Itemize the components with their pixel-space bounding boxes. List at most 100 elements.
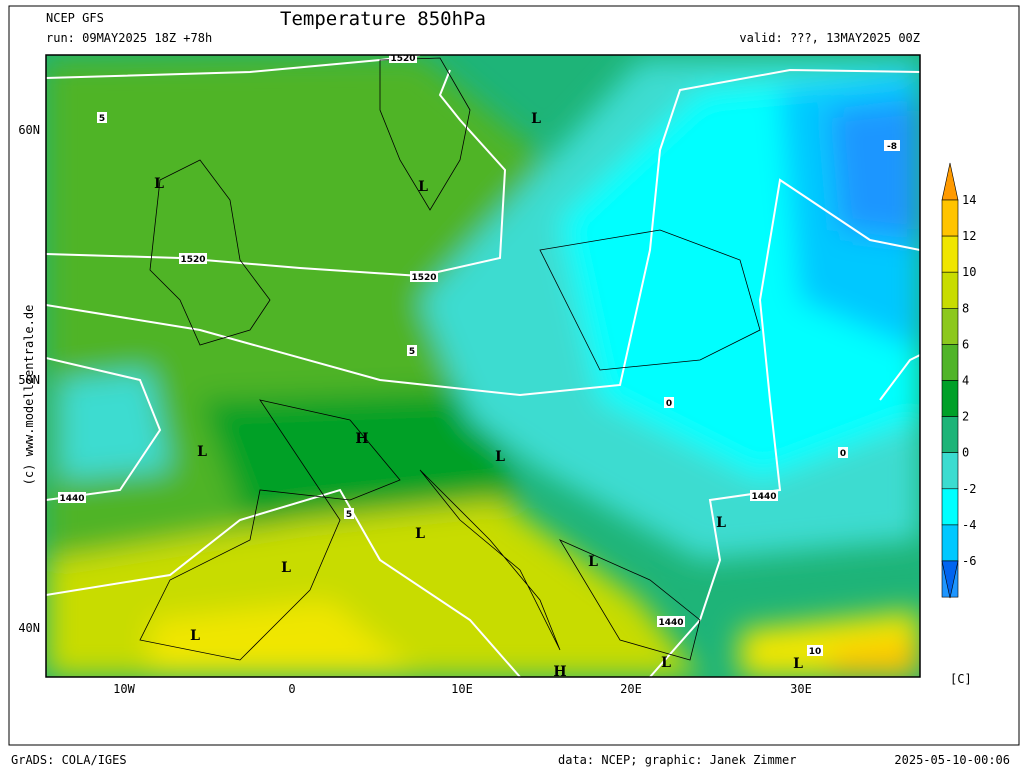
colorbar-label: 6 — [962, 337, 969, 351]
contour-label: -8 — [887, 142, 897, 152]
pressure-center: L — [661, 655, 671, 671]
colorbar-label: -4 — [962, 518, 976, 532]
label-box — [410, 271, 438, 282]
pressure-center: L — [531, 111, 541, 127]
contour-label: 1440 — [658, 618, 683, 628]
colorbar-unit: [C] — [950, 672, 972, 686]
label-box — [344, 508, 354, 519]
frame — [8, 5, 1020, 746]
label-box — [664, 397, 674, 408]
contour-label: 1520 — [411, 273, 436, 283]
pressure-center: L — [154, 176, 164, 192]
colorbar-segment — [941, 524, 959, 562]
contour-label: 1520 — [390, 54, 415, 64]
coast — [379, 57, 471, 211]
colorbar-segment — [941, 235, 959, 273]
contour-label: 1440 — [751, 492, 776, 502]
pressure-center: L — [418, 179, 428, 195]
label-box — [58, 492, 86, 503]
label-box — [807, 645, 823, 656]
map-border — [45, 54, 921, 678]
colorbar-label: 12 — [962, 229, 976, 243]
contour — [46, 69, 507, 278]
lat-label: 60N — [18, 123, 40, 137]
colorbar-label: 4 — [962, 374, 969, 388]
colorbar-label: -6 — [962, 554, 976, 568]
footer-right: 2025-05-10-00:06 — [894, 753, 1010, 767]
colorbar-tip — [941, 560, 959, 599]
lat-label: 50N — [18, 373, 40, 387]
colorbar-segment — [941, 452, 959, 490]
pressure-center: L — [793, 656, 803, 672]
contour — [46, 357, 162, 501]
coastlines — [139, 57, 761, 661]
lon-label: 30E — [790, 682, 812, 696]
pressure-center: L — [281, 560, 291, 576]
colorbar-segment — [941, 344, 959, 381]
model: NCEP GFS — [46, 11, 104, 25]
valid: valid: ???, 13MAY2025 00Z — [739, 31, 920, 45]
label-box — [750, 490, 778, 501]
label-box — [97, 112, 107, 123]
label-box — [884, 140, 900, 151]
contour-label: 1520 — [180, 255, 205, 265]
colorbar-tip — [941, 162, 959, 201]
contour-label: 5 — [99, 114, 105, 124]
label-box — [657, 616, 685, 627]
lon-label: 20E — [620, 682, 642, 696]
lon-label: 10E — [451, 682, 473, 696]
label-box — [179, 253, 207, 264]
colorbar-label: 8 — [962, 301, 969, 315]
lon-label: 10W — [113, 682, 135, 696]
colorbar-label: 14 — [962, 193, 976, 207]
label-box — [407, 345, 417, 356]
colorbar-segment — [941, 307, 959, 345]
contour-label: 5 — [409, 347, 415, 357]
colorbar-segment — [941, 488, 959, 526]
field-hottest — [830, 640, 920, 677]
run: run: 09MAY2025 18Z +78h — [46, 31, 212, 45]
title: Temperature 850hPa — [280, 8, 486, 30]
field-coldest — [830, 100, 920, 240]
contour — [46, 488, 521, 677]
field-hot — [150, 600, 420, 677]
contour-label: 0 — [666, 399, 672, 409]
coast — [419, 469, 561, 651]
credit: (c) www.modellzentrale.de — [22, 305, 36, 486]
footer-center: data: NCEP; graphic: Janek Zimmer — [558, 753, 796, 767]
colorbar-label: 2 — [962, 410, 969, 424]
pressure-center: L — [716, 515, 726, 531]
pressure-center: L — [190, 628, 200, 644]
lon-label: 0 — [288, 682, 295, 696]
pressure-center: L — [197, 444, 207, 460]
field-atlantic — [60, 370, 170, 480]
contour-label: 10 — [809, 647, 822, 657]
colorbar-segment — [941, 416, 959, 454]
label-box — [838, 447, 848, 458]
contour — [649, 178, 920, 677]
coast — [559, 539, 701, 661]
pressure-center: H — [355, 431, 368, 447]
coast — [149, 159, 271, 346]
pressure-center: L — [588, 554, 598, 570]
pressure-center: L — [415, 526, 425, 542]
map-labels: 1520 1520 1520 1440 1440 1440 L L L L L L L L L L L L H H 5 5… — [58, 54, 900, 680]
contour-label: 0 — [840, 449, 846, 459]
colorbar-label: -2 — [962, 482, 976, 496]
label-box — [389, 55, 417, 63]
colorbar-segment — [941, 380, 959, 417]
border — [539, 229, 761, 371]
contour-label: 5 — [346, 510, 352, 520]
contour — [46, 68, 920, 397]
colorbar-segment — [941, 271, 959, 309]
contour — [879, 354, 920, 401]
contour-label: 1440 — [59, 494, 84, 504]
coast — [139, 399, 401, 661]
colorbar-segment — [941, 199, 959, 237]
pressure-center: H — [553, 664, 566, 680]
colorbar-label: 0 — [962, 446, 969, 460]
map-field: 1520 1520 1520 1440 1440 1440 L L L L L L L L L L L L H H 5 5… — [46, 54, 920, 680]
pressure-center: L — [495, 449, 505, 465]
footer-left: GrADS: COLA/IGES — [11, 753, 127, 767]
